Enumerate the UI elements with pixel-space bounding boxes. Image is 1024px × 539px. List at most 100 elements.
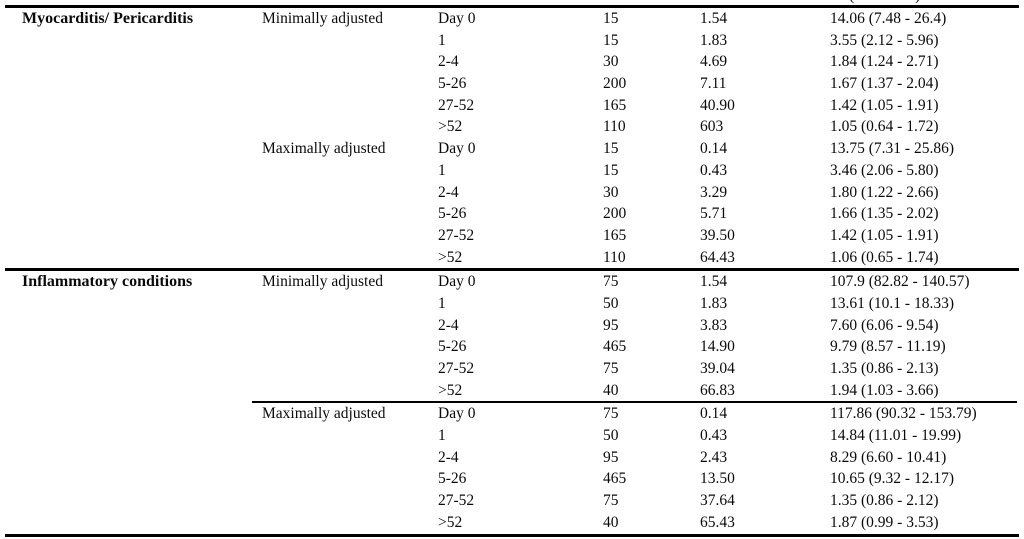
rate-ratio-cell: 13.61 (10.1 - 18.33) [830,294,954,312]
rate-cell: 0.14 [700,140,728,158]
table-row: 27-52 75 37.64 1.35 (0.86 - 2.12) [0,490,1024,512]
table-row: 5-26 200 7.11 1.67 (1.37 - 2.04) [0,73,1024,95]
day-cell: 1 [438,427,446,445]
events-cell: 465 [603,338,627,356]
rate-ratio-cell: 1.06 (0.65 - 1.74) [830,248,939,266]
day-cell: 27-52 [438,360,475,377]
condition-cell [22,203,262,225]
events-cell: 40 [603,381,619,399]
events-cell: 200 [603,205,627,223]
adjustment-cell: Minimally adjusted [262,10,383,27]
condition-cell [22,293,262,315]
condition-cell: Myocarditis/ Pericarditis [22,10,194,27]
rate-ratio-cell: 1.80 (1.22 - 2.66) [830,183,939,201]
rate-ratio-cell: 10.65 (9.32 - 12.17) [830,470,954,488]
adjustment-cell [262,447,438,469]
rate-cell: 5.71 [700,205,728,223]
rate-cell: 7.11 [700,75,727,93]
rate-cell: 0.14 [700,405,728,423]
rate-ratio-cell: 1.87 (0.99 - 3.53) [830,513,939,531]
day-cell: >52 [438,513,463,531]
adjustment-cell [262,182,438,204]
rate-cell: 64.43 [700,248,735,266]
day-cell: 2-4 [438,316,459,334]
table-row: 5-26 465 13.50 10.65 (9.32 - 12.17) [0,468,1024,490]
rate-ratio-cell: 8.29 (6.60 - 10.41) [830,448,947,466]
rate-ratio-cell: 13.75 (7.31 - 25.86) [830,140,954,158]
rate-cell: 3.29 [700,183,728,201]
day-cell: >52 [438,248,463,266]
table-body: Myocarditis/ Pericarditis Minimally adju… [0,5,1024,537]
clipped-header-paren-left: ( [849,0,854,5]
day-cell: 1 [438,161,446,179]
table-row: >52 40 66.83 1.94 (1.03 - 3.66) [0,380,1024,402]
table-row: 1 50 1.83 13.61 (10.1 - 18.33) [0,293,1024,315]
adjustment-cell [262,73,438,95]
rate-cell: 4.69 [700,53,728,71]
events-cell: 15 [603,140,619,158]
condition-cell [22,116,262,138]
condition-cell [22,336,262,358]
condition-cell [22,315,262,337]
adjustment-cell: Maximally adjusted [262,140,386,158]
table-top-rule [5,5,1019,8]
table-row: 27-52 165 39.50 1.42 (1.05 - 1.91) [0,225,1024,247]
rate-ratio-cell: 1.05 (0.64 - 1.72) [830,118,939,136]
events-cell: 15 [603,31,619,49]
events-cell: 30 [603,183,619,201]
adjustment-cell [262,468,438,490]
table-row: 1 15 1.83 3.55 (2.12 - 5.96) [0,30,1024,52]
rate-ratio-cell: 1.84 (1.24 - 2.71) [830,53,939,71]
condition-cell [22,490,262,512]
rate-cell: 603 [700,118,724,136]
rate-ratio-cell: 3.46 (2.06 - 5.80) [830,161,939,179]
table-row: Inflammatory conditions Minimally adjust… [0,271,1024,293]
rate-ratio-cell: 1.42 (1.05 - 1.91) [830,226,939,244]
rate-ratio-cell: 1.94 (1.03 - 3.66) [830,381,939,399]
rate-cell: 39.04 [700,360,735,377]
rate-ratio-cell: 7.60 (6.06 - 9.54) [830,316,939,334]
table-row: 2-4 95 3.83 7.60 (6.06 - 9.54) [0,315,1024,337]
adjustment-cell [262,160,438,182]
events-cell: 110 [603,248,626,266]
adjustment-cell [262,30,438,52]
events-cell: 75 [603,492,619,510]
adjustment-cell [262,425,438,447]
rate-ratio-cell: 107.9 (82.82 - 140.57) [830,273,970,291]
events-cell: 50 [603,427,619,445]
day-cell: 1 [438,294,446,312]
rate-cell: 14.90 [700,338,735,356]
table-row: >52 110 64.43 1.06 (0.65 - 1.74) [0,247,1024,269]
rate-ratio-cell: 117.86 (90.32 - 153.79) [830,405,977,423]
rate-ratio-cell: 3.55 (2.12 - 5.96) [830,31,939,49]
condition-cell [22,95,262,117]
table-row: 27-52 75 39.04 1.35 (0.86 - 2.13) [0,358,1024,380]
day-cell: 27-52 [438,492,475,510]
condition-cell [22,247,262,269]
table-row: Myocarditis/ Pericarditis Minimally adju… [0,8,1024,30]
adjustment-cell [262,380,438,402]
rate-cell: 3.83 [700,316,728,334]
events-cell: 40 [603,513,619,531]
adjustment-cell [262,358,438,380]
rate-ratio-cell: 14.06 (7.48 - 26.4) [830,10,947,27]
adjustment-cell [262,315,438,337]
condition-cell [22,425,262,447]
adjustment-cell [262,512,438,534]
day-cell: 5-26 [438,470,467,488]
adjustment-cell [262,336,438,358]
events-cell: 50 [603,294,619,312]
adjustment-cell [262,95,438,117]
rate-cell: 1.83 [700,294,728,312]
day-cell: 2-4 [438,448,459,466]
adjustment-cell [262,51,438,73]
rate-ratio-cell: 1.35 (0.86 - 2.13) [830,360,939,377]
events-cell: 165 [603,96,627,114]
table-row: 2-4 95 2.43 8.29 (6.60 - 10.41) [0,447,1024,469]
day-cell: Day 0 [438,273,476,291]
condition-cell [22,358,262,380]
day-cell: 5-26 [438,75,467,93]
condition-cell [22,225,262,247]
events-cell: 75 [603,273,619,291]
day-cell: 5-26 [438,205,467,223]
